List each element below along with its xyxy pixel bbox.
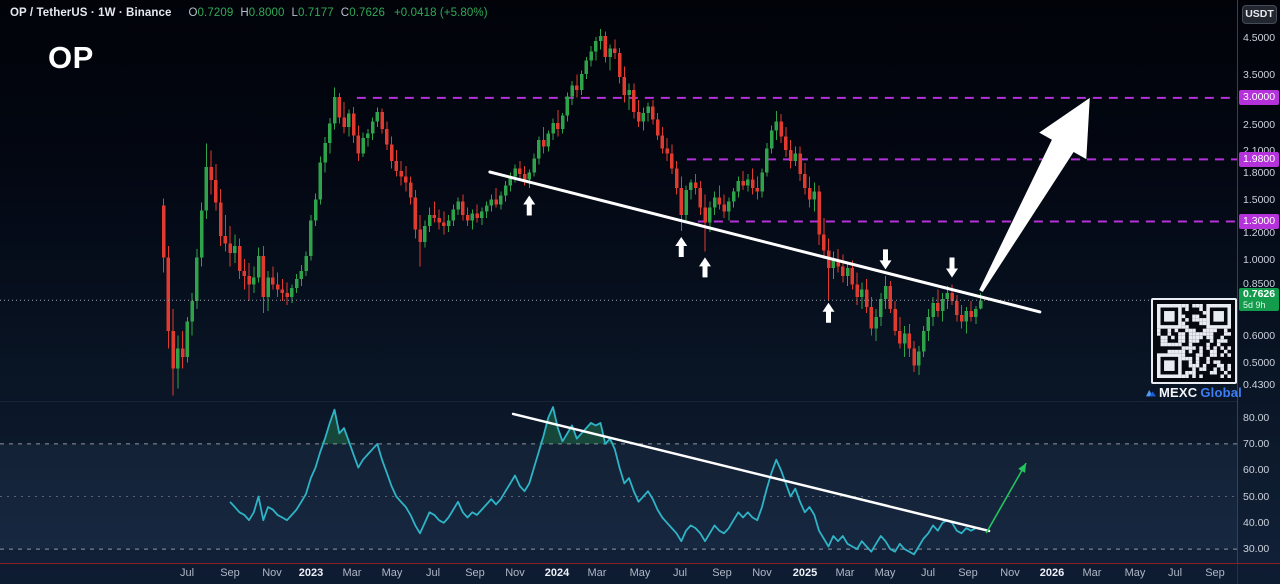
- brand-name-global: Global: [1200, 385, 1242, 400]
- qr-pattern: [1157, 304, 1231, 378]
- high-label: H: [240, 7, 249, 19]
- time-tick-label: Jul: [1167, 567, 1183, 579]
- time-tick-label: Sep: [712, 567, 732, 579]
- low-label: L: [291, 7, 299, 19]
- time-tick-label: Mar: [587, 567, 607, 579]
- price-tick-label: 0.8500: [1243, 278, 1276, 291]
- price-tick-label: 1.5000: [1243, 194, 1276, 207]
- time-tick-label: 2026: [1039, 567, 1065, 579]
- price-axis[interactable]: 0.7626 5d 9h 4.5000 3.5000 2.5000 2.1000 1.8…: [1238, 0, 1280, 563]
- pane-divider[interactable]: [0, 401, 1237, 402]
- rsi-tick-label: 70.00: [1243, 437, 1270, 450]
- rsi-tick-label: 30.00: [1243, 543, 1270, 556]
- rsi-tick-label: 60.00: [1243, 464, 1270, 477]
- time-tick-label: Sep: [465, 567, 485, 579]
- change-value: +0.0418 (+5.80%): [393, 7, 488, 19]
- rsi-tick-label: 50.00: [1243, 490, 1270, 503]
- mountain-icon: [1146, 389, 1156, 397]
- price-tick-label: 0.4300: [1243, 378, 1276, 391]
- symbol-header: OP / TetherUS · 1W · Binance O0.7209 H0.80…: [10, 7, 488, 19]
- symbol-title[interactable]: OP / TetherUS · 1W · Binance: [10, 7, 172, 19]
- time-tick-label: Jul: [920, 567, 936, 579]
- time-axis[interactable]: Jul Sep Nov 2023 Mar May Jul Sep Nov 2024 Mar May Ju…: [0, 564, 1280, 584]
- time-tick-label: Mar: [835, 567, 855, 579]
- time-tick-label: Sep: [220, 567, 240, 579]
- time-tick-label: May: [1124, 567, 1146, 579]
- time-tick-label: Mar: [1082, 567, 1102, 579]
- time-tick-label: May: [874, 567, 896, 579]
- low-value: 0.7177: [298, 7, 334, 19]
- price-tick-label: 0.5000: [1243, 356, 1276, 369]
- rsi-tick-label: 40.00: [1243, 516, 1270, 529]
- price-tick-label: 4.5000: [1243, 32, 1276, 44]
- high-value: 0.8000: [248, 7, 285, 19]
- currency-toggle-button[interactable]: USDT: [1242, 5, 1277, 24]
- time-tick-label: 2024: [544, 567, 570, 579]
- time-tick-label: May: [629, 567, 651, 579]
- time-tick-label: 2023: [298, 567, 324, 579]
- price-tick-label: 3.5000: [1243, 69, 1276, 82]
- close-label: C: [340, 7, 350, 19]
- alert-price-label[interactable]: 1.3000: [1239, 213, 1279, 229]
- rsi-tick-label: 80.00: [1243, 411, 1270, 424]
- brand-name-mexc: MEXC: [1158, 385, 1198, 400]
- mexc-branding: MEXC Global: [1146, 385, 1242, 400]
- time-tick-label: Sep: [958, 567, 978, 579]
- time-tick-label: Jul: [672, 567, 688, 579]
- symbol-watermark: OP: [48, 40, 94, 75]
- open-label: O: [188, 7, 198, 19]
- alert-price-label[interactable]: 1.9800: [1239, 151, 1279, 167]
- price-axis-separator: [1237, 0, 1238, 584]
- current-price-value: 0.7626: [1243, 288, 1276, 301]
- price-tick-label: 2.5000: [1243, 118, 1276, 131]
- time-tick-label: May: [381, 567, 403, 579]
- time-tick-label: 2025: [792, 567, 818, 579]
- time-tick-label: Nov: [1000, 567, 1020, 579]
- time-tick-label: Nov: [752, 567, 772, 579]
- price-tick-label: 1.8000: [1243, 167, 1276, 180]
- price-tick-label: 1.2000: [1243, 227, 1276, 240]
- time-tick-label: Jul: [425, 567, 441, 579]
- time-tick-label: Nov: [505, 567, 525, 579]
- time-tick-label: Jul: [179, 567, 195, 579]
- price-tick-label: 1.0000: [1243, 254, 1276, 267]
- time-tick-label: Nov: [262, 567, 282, 579]
- time-tick-label: Sep: [1205, 567, 1225, 579]
- time-axis-separator: [0, 563, 1280, 564]
- bar-countdown: 5d 9h: [1243, 300, 1266, 311]
- time-tick-label: Mar: [342, 567, 362, 579]
- open-value: 0.7209: [197, 7, 234, 19]
- close-value: 0.7626: [349, 7, 385, 19]
- mexc-qr-code: [1151, 298, 1237, 384]
- alert-price-label[interactable]: 3.0000: [1239, 90, 1279, 106]
- price-tick-label: 0.6000: [1243, 329, 1276, 342]
- current-price-label: 0.7626 5d 9h: [1239, 288, 1279, 312]
